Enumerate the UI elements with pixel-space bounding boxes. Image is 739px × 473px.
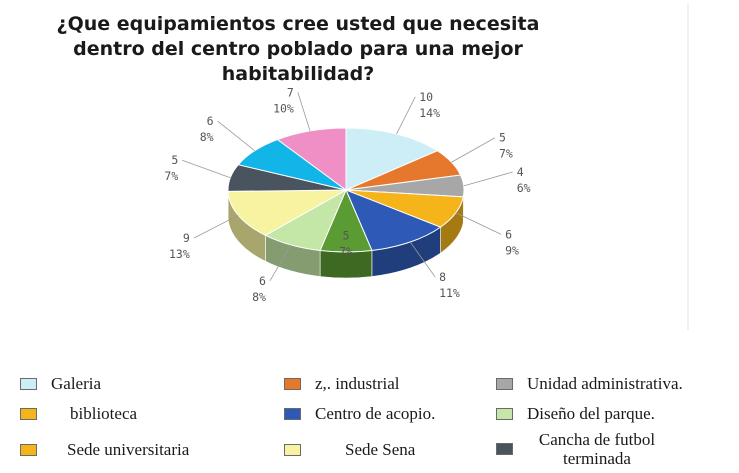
legend-item-cancha-de-futbol: Cancha de futbol terminada <box>496 430 667 468</box>
data-label-value-9: 6 <box>207 114 214 128</box>
data-label-percent-6: 8% <box>252 290 266 304</box>
data-label-value-1: 5 <box>499 131 506 145</box>
legend-label-galeria: Galeria <box>51 374 102 393</box>
data-label-value-5: 5 <box>343 229 350 243</box>
pie-sides <box>227 189 465 279</box>
data-label-percent-3: 9% <box>505 243 519 257</box>
legend-item-z-industrial: z,. industrial <box>284 374 400 393</box>
pie-chart: ¿Que equipamientos cree usted que necesi… <box>57 4 689 330</box>
legend-swatch-sede-universitaria <box>20 443 37 456</box>
data-label-percent-8: 7% <box>164 169 178 183</box>
legend-label-cancha-de-futbol: Cancha de futbol terminada <box>538 430 656 468</box>
data-label-value-8: 5 <box>171 153 178 167</box>
legend-item-galeria: Galeria <box>20 374 101 393</box>
legend-item-centro-de-acopio: Centro de acopio. <box>284 404 435 423</box>
leader-line-3 <box>455 212 502 235</box>
leader-line-0 <box>396 96 416 135</box>
legend-label-unidad-administrativa: Unidad administrativa. <box>527 374 683 393</box>
leader-line-9 <box>217 120 255 152</box>
legend-swatch-unidad-administrativa <box>496 377 513 390</box>
legend-item-sede-sena: Sede Sena <box>284 440 415 459</box>
leader-line-10 <box>297 92 311 132</box>
legend-item-sede-universitaria: Sede universitaria <box>20 440 189 459</box>
legend-swatch-biblioteca <box>20 407 37 420</box>
pie-slice-10 <box>276 127 347 191</box>
chart-title-line-2: dentro del centro poblado para una mejor <box>73 38 523 60</box>
leader-line-7 <box>193 214 239 239</box>
legend-swatch-cancha-de-futbol <box>496 443 513 455</box>
leader-line-8 <box>182 159 231 179</box>
data-label-value-2: 4 <box>517 165 524 179</box>
legend-label-centro-de-acopio: Centro de acopio. <box>315 404 436 423</box>
data-label-percent-5: 7% <box>339 245 353 259</box>
legend-label-diseno-del-parque: Diseño del parque. <box>527 404 655 423</box>
data-label-value-7: 9 <box>183 231 190 245</box>
chart-legend: Galeria z,. industrial Unidad administra… <box>0 364 739 473</box>
data-label-percent-4: 11% <box>439 286 460 300</box>
leader-line-1 <box>451 137 496 163</box>
legend-label-z-industrial: z,. industrial <box>315 374 400 393</box>
data-label-value-4: 8 <box>439 270 446 284</box>
leader-line-2 <box>463 171 513 187</box>
pie-slice-7 <box>227 189 347 236</box>
chart-title-line-3: habitabilidad? <box>222 63 375 85</box>
pie-tops <box>227 127 465 253</box>
pie-labels: 10 14% 5 7% 4 6% 6 9% 8 11% 5 7% 6 8% 9 13% 5 7% 6 8% 7 10% <box>164 85 530 303</box>
leader-line-6 <box>269 244 292 282</box>
chart-title-line-1: ¿Que equipamientos cree usted que necesi… <box>57 13 540 35</box>
legend-swatch-diseno-del-parque <box>496 407 513 420</box>
legend-swatch-galeria <box>20 377 37 390</box>
data-label-percent-7: 13% <box>169 247 190 261</box>
legend-item-unidad-administrativa: Unidad administrativa. <box>496 374 683 393</box>
data-label-percent-2: 6% <box>517 181 531 195</box>
legend-label-sede-universitaria: Sede universitaria <box>67 440 190 459</box>
legend-item-biblioteca: biblioteca <box>20 404 137 423</box>
data-label-value-6: 6 <box>259 274 266 288</box>
data-label-percent-0: 14% <box>419 106 440 120</box>
legend-swatch-z-industrial <box>284 377 301 390</box>
data-label-percent-1: 7% <box>499 147 513 161</box>
legend-label-sede-sena: Sede Sena <box>345 440 416 459</box>
legend-label-biblioteca: biblioteca <box>70 404 138 423</box>
data-label-value-3: 6 <box>505 227 512 241</box>
legend-item-diseno-del-parque: Diseño del parque. <box>496 404 655 423</box>
data-label-value-10: 7 <box>287 85 294 99</box>
data-label-percent-9: 8% <box>200 130 214 144</box>
legend-swatch-centro-de-acopio <box>284 407 301 420</box>
legend-swatch-sede-sena <box>284 443 301 456</box>
data-label-value-0: 10 <box>419 90 433 104</box>
data-label-percent-10: 10% <box>273 101 294 115</box>
leader-line-4 <box>409 241 436 278</box>
